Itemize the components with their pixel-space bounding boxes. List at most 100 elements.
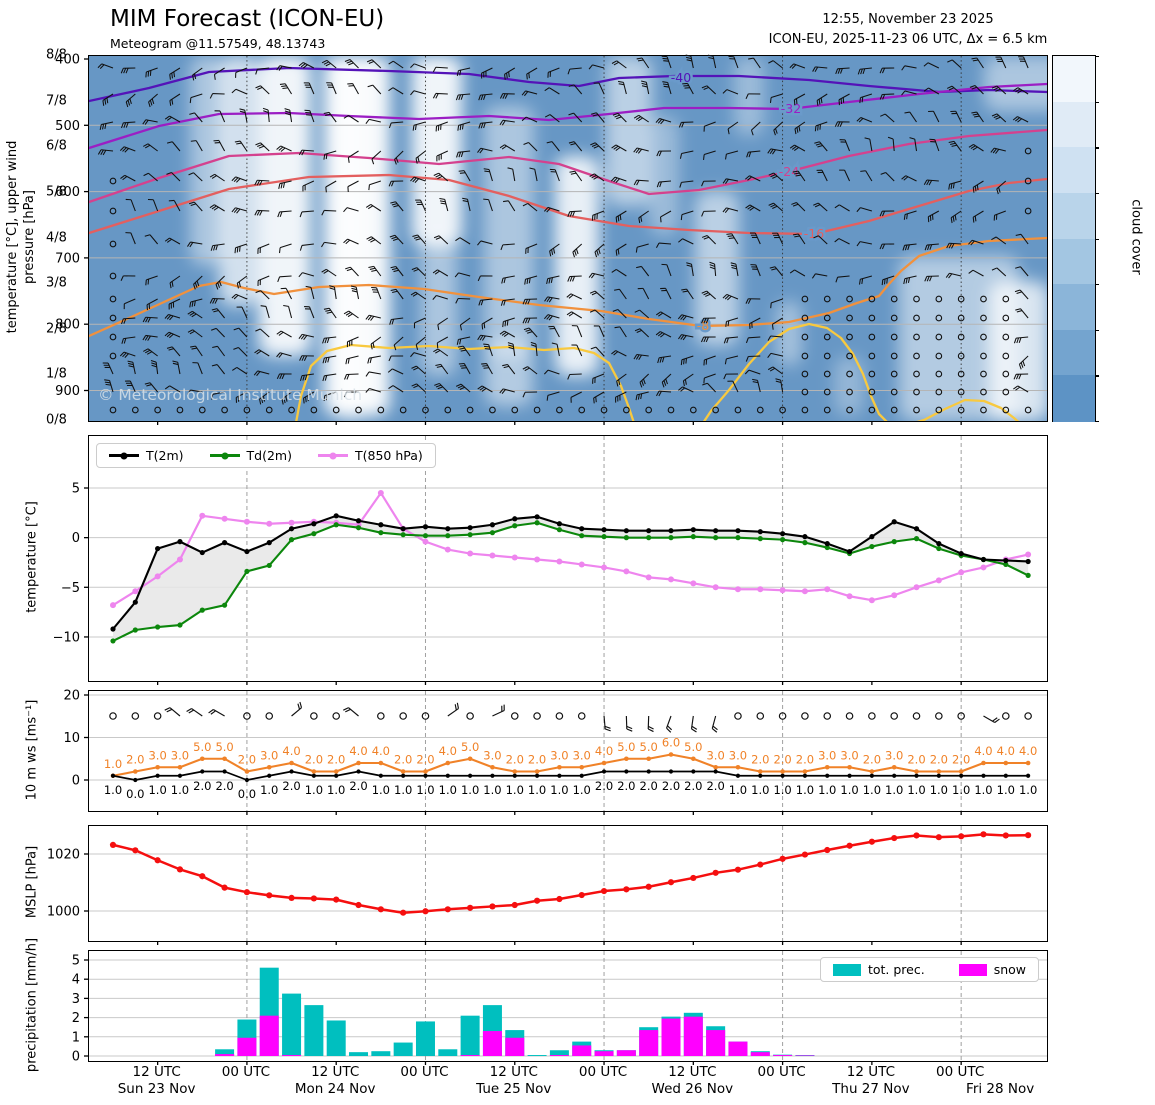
snow-bar [639,1030,659,1056]
wind-barbs-layer [97,54,1032,414]
svg-text:1.0: 1.0 [907,783,925,797]
svg-text:1.0: 1.0 [729,783,747,797]
legend-entry: snow [958,962,1026,977]
time-tick-label: 00 UTC [757,1064,806,1080]
svg-text:400: 400 [55,53,80,68]
precip-bar [215,1049,235,1056]
snow-bar [549,1055,569,1056]
svg-text:5.0: 5.0 [684,740,702,754]
svg-text:2.0: 2.0 [305,753,323,767]
colorbar-tick-label: 3/8 [46,275,67,291]
svg-text:1.0: 1.0 [148,783,166,797]
svg-text:3.0: 3.0 [706,748,724,762]
date-label: Sun 23 Nov [117,1081,196,1097]
svg-text:600: 600 [55,185,80,200]
svg-text:1.0: 1.0 [930,783,948,797]
colorbar-label: cloud cover [1128,199,1144,275]
precip-bar [326,1020,346,1056]
svg-text:1.0: 1.0 [416,783,434,797]
snow-bar [728,1041,748,1056]
snow-bar [505,1037,525,1056]
svg-text:2.0: 2.0 [193,779,211,793]
precip-bar [527,1055,547,1056]
date-label: Wed 26 Nov [651,1081,734,1097]
colorbar-tick-label: 6/8 [46,138,67,154]
svg-text:5.0: 5.0 [461,740,479,754]
svg-text:2.0: 2.0 [238,753,256,767]
axis-label-precipitation: precipitation [mm/h] [24,937,40,1073]
svg-text:1.0: 1.0 [974,783,992,797]
svg-text:1.0: 1.0 [528,783,546,797]
svg-text:2: 2 [72,1011,80,1026]
snow-bar [706,1030,726,1056]
snow-bar [482,1031,502,1056]
svg-text:3.0: 3.0 [148,748,166,762]
svg-text:2.0: 2.0 [751,753,769,767]
svg-text:3.0: 3.0 [483,748,501,762]
svg-text:2.0: 2.0 [796,753,814,767]
svg-text:−10: −10 [53,630,80,645]
svg-text:5.0: 5.0 [215,740,233,754]
precip-bar [393,1042,413,1056]
cloud-cover-field [190,56,1047,421]
svg-text:1.0: 1.0 [394,783,412,797]
svg-text:3.0: 3.0 [840,748,858,762]
svg-text:0: 0 [72,774,80,789]
snow-bar [795,1055,815,1056]
time-tick-label: 00 UTC [221,1064,271,1080]
svg-text:1.0: 1.0 [997,783,1015,797]
legend-swatch [832,963,861,976]
time-tick-label: 12 UTC [846,1064,895,1080]
time-tick-label: 12 UTC [132,1064,181,1080]
svg-text:500: 500 [55,119,80,134]
axis-label-mslp: MSLP [hPa] [24,845,40,919]
svg-text:3.0: 3.0 [171,748,189,762]
svg-text:20: 20 [63,689,80,704]
axis-label-pressure: temperature [°C], upper wind pressure [hP… [5,140,37,334]
svg-text:2.0: 2.0 [706,779,724,793]
svg-text:-24: -24 [779,164,799,179]
svg-text:2.0: 2.0 [662,779,680,793]
svg-text:1.0: 1.0 [104,783,122,797]
svg-text:700: 700 [55,251,80,266]
legend-entry: T(850 hPa) [317,448,423,463]
page-title: MIM Forecast (ICON-EU) [110,6,385,32]
time-tick-label: 00 UTC [936,1064,985,1080]
svg-text:1000: 1000 [47,905,80,920]
svg-text:1.0: 1.0 [952,783,970,797]
svg-text:4.0: 4.0 [997,744,1015,758]
colorbar-segment [1053,101,1095,148]
colorbar-segment [1053,375,1095,422]
snow-bar [572,1045,592,1056]
legend-entry: T(2m) [109,448,184,463]
colorbar-segment [1053,147,1095,194]
svg-text:4.0: 4.0 [439,744,457,758]
svg-text:3.0: 3.0 [729,748,747,762]
upper-air-panel: -40 -32 -24 -16 -8 400 500 600 700 800 900 © Meteo… [55,53,1048,425]
svg-text:2.0: 2.0 [640,779,658,793]
svg-text:3.0: 3.0 [818,748,836,762]
model-info: ICON-EU, 2025-11-23 06 UTC, Δx = 6.5 km [768,32,1048,47]
axis-label-temperature: temperature [°C] [24,501,40,613]
svg-text:1.0: 1.0 [506,783,524,797]
colorbar-segment [1053,329,1095,376]
svg-text:1.0: 1.0 [260,783,278,797]
svg-text:1.0: 1.0 [773,783,791,797]
svg-text:1.0: 1.0 [818,783,836,797]
precipitation-legend: tot. prec. snow [819,957,1039,982]
svg-text:4.0: 4.0 [974,744,992,758]
svg-text:3.0: 3.0 [573,748,591,762]
colorbar-tick-label: 0/8 [46,412,67,428]
svg-text:0.0: 0.0 [238,787,256,801]
svg-text:4.0: 4.0 [595,744,613,758]
svg-text:-32: -32 [781,101,801,116]
svg-text:-16: -16 [804,226,824,241]
legend-entry: tot. prec. [832,962,925,977]
snow-bar [237,1037,257,1056]
issue-datetime: 12:55, November 23 2025 [822,12,994,27]
svg-text:2.0: 2.0 [327,753,345,767]
page-subtitle: Meteogram @11.57549, 48.13743 [110,36,326,51]
svg-text:1.0: 1.0 [863,783,881,797]
svg-text:−5: −5 [61,581,80,596]
cloud-cover-colorbar [1052,55,1099,423]
